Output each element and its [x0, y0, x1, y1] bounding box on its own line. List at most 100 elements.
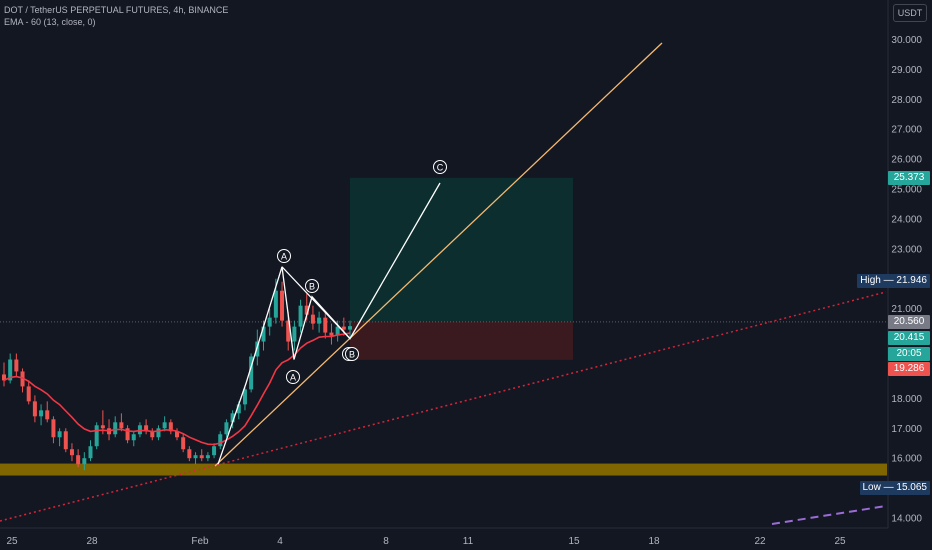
candle-body [193, 455, 198, 459]
trend-lines[interactable] [0, 42, 887, 525]
candle-body [261, 326, 266, 342]
wave-label-circle[interactable] [433, 160, 447, 174]
wave-drawing[interactable]: ABCACB [217, 160, 447, 465]
y-tick-label: 16.000 [891, 454, 922, 465]
orange-trendline[interactable] [214, 42, 663, 467]
candle-body [131, 434, 136, 441]
candle-body [286, 320, 291, 342]
price-badge: 25.373 [888, 170, 930, 185]
y-tick-label: 28.000 [891, 95, 922, 106]
wave-label-circle[interactable] [277, 249, 291, 263]
candle-body [280, 290, 285, 321]
candle-body [218, 434, 223, 447]
candle-body [82, 458, 87, 465]
stop-loss-zone[interactable] [350, 321, 573, 360]
candle-body [8, 359, 13, 381]
y-tick-label: 21.000 [891, 304, 922, 315]
candle-body [249, 356, 254, 390]
candle-body [236, 404, 241, 414]
candle-body [76, 455, 81, 465]
candle-body [20, 371, 25, 387]
low-label: Low — 15.065 [859, 481, 930, 495]
candle-body [323, 317, 328, 333]
candle-body [242, 389, 247, 405]
symbol-title: DOT / TetherUS PERPETUAL FUTURES, 4h, BI… [4, 5, 229, 15]
candle-body [57, 431, 62, 438]
candle-body [144, 425, 149, 432]
candles [2, 278, 352, 471]
wave-label-a: A [281, 252, 287, 262]
candle-body [175, 431, 179, 438]
candle-body [187, 449, 192, 459]
candle-body [113, 422, 118, 435]
candle-body [224, 422, 229, 435]
x-tick-label: 15 [568, 536, 580, 547]
y-tick-label: 24.000 [891, 214, 922, 225]
zones [0, 177, 887, 476]
candle-body [310, 314, 315, 324]
candle-body [39, 410, 44, 417]
price-badge: 20.415 [888, 331, 930, 345]
wave-label-b: B [349, 350, 355, 360]
take-profit-zone[interactable] [350, 177, 573, 322]
x-tick-label: 4 [277, 536, 283, 547]
candle-body [304, 305, 309, 315]
x-tick-label: 25 [6, 536, 18, 547]
candle-body [100, 425, 105, 429]
currency-unit-button[interactable]: USDT [893, 4, 927, 22]
wave-label-circle[interactable] [345, 347, 359, 361]
candle-body [2, 374, 6, 381]
y-tick-label: 30.000 [891, 35, 922, 46]
candle-body [51, 419, 56, 438]
candle-body [292, 326, 297, 342]
candle-body [119, 422, 124, 429]
price-badge: 20.560 [888, 315, 930, 329]
x-tick-label: 11 [463, 536, 474, 547]
candle-body [181, 437, 186, 450]
y-tick-label: 23.000 [891, 244, 922, 255]
candle-body [212, 446, 217, 456]
y-tick-label: 29.000 [891, 65, 922, 76]
high-label: High — 21.946 [857, 274, 930, 288]
candle-body [156, 428, 161, 438]
candle-body [69, 449, 74, 456]
ema-line [3, 332, 351, 446]
y-tick-label: 27.000 [891, 125, 922, 136]
y-tick-label: 25.000 [891, 185, 922, 196]
wave-label-circle[interactable] [305, 279, 319, 293]
y-tick-label: 14.000 [891, 514, 922, 525]
wave-connector-line[interactable] [281, 266, 351, 339]
candle-body [329, 332, 334, 336]
wave-projection-line[interactable] [217, 182, 441, 465]
candle-body [298, 305, 303, 327]
candle-body [32, 401, 37, 417]
x-tick-label: Feb [191, 536, 209, 547]
candle-body [230, 413, 235, 423]
wave-label-circle[interactable] [286, 370, 300, 384]
price-badge: 20:05 [888, 347, 930, 361]
x-tick-label: 18 [648, 536, 660, 547]
candle-body [168, 422, 173, 432]
x-tick-label: 28 [86, 536, 98, 547]
wave-label-a: A [290, 373, 296, 383]
candle-body [199, 455, 204, 459]
candle-body [335, 326, 340, 336]
candle-body [26, 386, 31, 402]
support-zone[interactable] [0, 463, 887, 476]
candle-body [348, 326, 352, 330]
candle-body [341, 326, 346, 330]
y-tick-label: 17.000 [891, 424, 922, 435]
candle-body [273, 290, 278, 318]
purple-dashed-trendline[interactable] [771, 505, 887, 525]
candle-body [205, 455, 210, 459]
candle-body [162, 422, 167, 429]
candle-body [45, 410, 50, 420]
candle-body [267, 317, 272, 327]
candle-body [88, 446, 93, 459]
x-tick-label: 8 [383, 536, 389, 547]
indicator-legend[interactable]: EMA - 60 (13, close, 0) [4, 17, 96, 27]
candle-body [63, 431, 68, 450]
y-tick-label: 26.000 [891, 155, 922, 166]
